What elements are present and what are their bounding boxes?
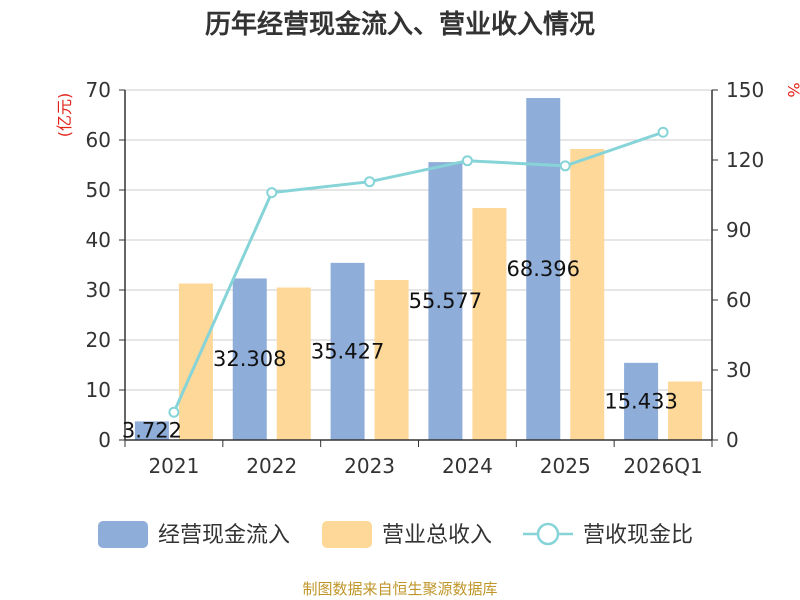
x-tick-label: 2024 [442, 454, 493, 478]
ratio-point [559, 160, 571, 172]
left-tick-label: 70 [86, 78, 111, 102]
legend-label: 经营现金流入 [158, 523, 290, 548]
legend-label: 营业总收入 [382, 523, 492, 548]
x-tick-label: 2025 [540, 454, 591, 478]
right-tick-label: 60 [726, 288, 751, 312]
chart-title: 历年经营现金流入、营业收入情况 [205, 9, 595, 40]
bar-cash-inflow [624, 362, 659, 440]
right-tick-label: 0 [726, 428, 739, 452]
x-tick-label: 2026Q1 [623, 454, 702, 478]
data-label: 55.577 [409, 289, 482, 313]
right-tick-label: 150 [726, 78, 764, 102]
bar-revenue [668, 381, 703, 440]
legend-label: 营收现金比 [583, 523, 693, 548]
bar-cash-inflow [428, 162, 463, 441]
ratio-point [168, 406, 180, 418]
bar-cash-inflow [134, 421, 169, 440]
ratio-line [168, 126, 669, 418]
ratio-line-path [172, 130, 664, 413]
data-label: 32.308 [213, 347, 286, 371]
right-tick-label: 120 [726, 148, 764, 172]
bar-cash-inflow [232, 278, 267, 440]
ratio-point [657, 126, 669, 138]
data-label: 35.427 [311, 339, 384, 363]
axes: 0 10 20 30 40 50 60 70 0 30 60 90 120 150 2021 2022 2023… [86, 78, 765, 478]
right-tick-label: 90 [726, 218, 751, 242]
left-axis-unit: (亿元) [55, 93, 74, 138]
left-tick-label: 60 [86, 128, 111, 152]
legend-swatch [322, 521, 372, 548]
data-labels: 3.722 32.308 35.427 55.577 68.396 15.433 [122, 257, 678, 443]
bar-cash-inflow [526, 98, 561, 441]
right-tick-label: 30 [726, 358, 751, 382]
left-tick-label: 20 [86, 328, 111, 352]
grid-lines [125, 89, 712, 391]
x-tick-label: 2022 [246, 454, 297, 478]
ratio-point [461, 155, 473, 167]
left-tick-label: 30 [86, 278, 111, 302]
bar-cash-inflow [330, 262, 365, 440]
source-note: 制图数据来自恒生聚源数据库 [302, 580, 497, 598]
bars [134, 98, 703, 441]
x-tick-label: 2023 [344, 454, 395, 478]
x-tick-label: 2021 [148, 454, 199, 478]
bar-revenue [570, 149, 605, 440]
legend: 经营现金流入 营业总收入 营收现金比 [98, 521, 693, 548]
data-label: 68.396 [507, 257, 580, 281]
ratio-point [364, 176, 376, 188]
bar-revenue [276, 287, 311, 440]
legend-marker [536, 522, 560, 546]
data-label: 3.722 [122, 419, 182, 443]
legend-swatch [98, 521, 148, 548]
bar-revenue [374, 280, 409, 440]
left-tick-label: 10 [86, 378, 111, 402]
bar-revenue [472, 208, 507, 440]
left-tick-label: 0 [98, 428, 111, 452]
left-tick-label: 40 [86, 228, 111, 252]
ratio-point [266, 187, 278, 199]
right-axis-unit: % [784, 82, 800, 97]
data-label: 15.433 [604, 389, 677, 413]
left-tick-label: 50 [86, 178, 111, 202]
